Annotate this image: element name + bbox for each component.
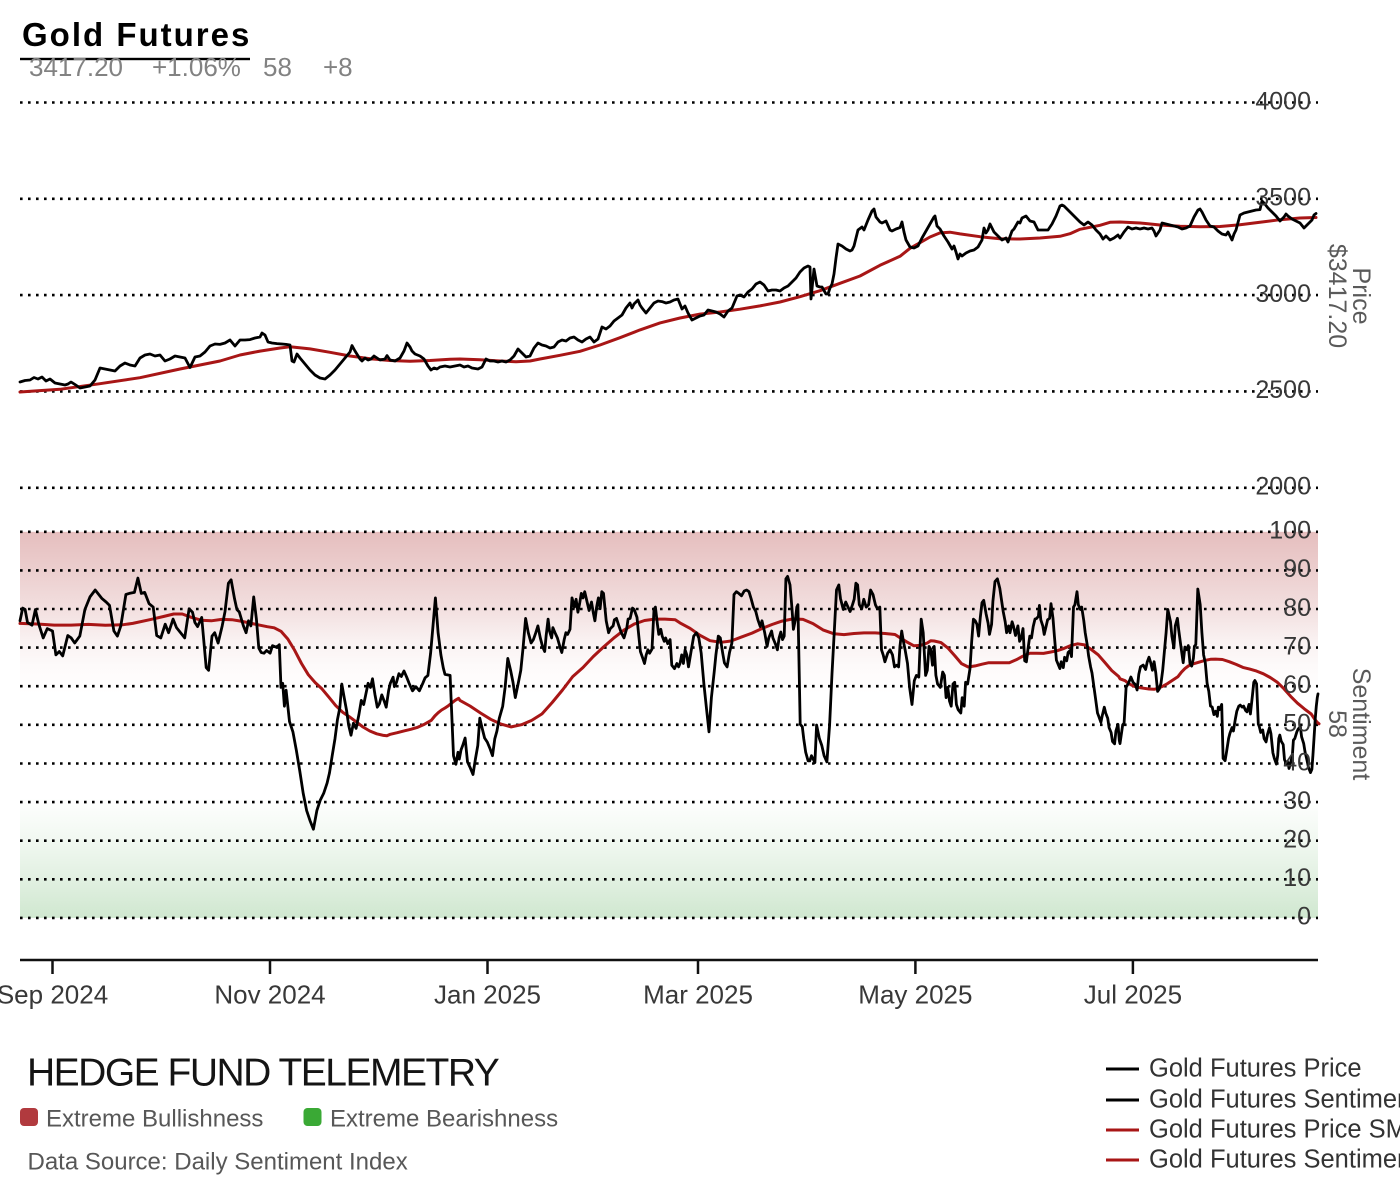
svg-text:Gold Futures Sentiment: Gold Futures Sentiment — [1149, 1085, 1400, 1113]
svg-text:0: 0 — [1297, 903, 1311, 931]
svg-text:+8: +8 — [323, 52, 353, 82]
svg-text:2500: 2500 — [1255, 376, 1311, 404]
svg-text:70: 70 — [1283, 632, 1311, 660]
svg-text:HEDGE FUND TELEMETRY: HEDGE FUND TELEMETRY — [27, 1052, 500, 1095]
svg-text:+1.06%: +1.06% — [152, 52, 241, 82]
svg-text:10: 10 — [1283, 864, 1311, 892]
svg-text:Gold Futures Price SMA: Gold Futures Price SMA — [1149, 1115, 1400, 1143]
svg-text:Data Source: Daily Sentiment I: Data Source: Daily Sentiment Index — [28, 1149, 408, 1176]
svg-text:Mar 2025: Mar 2025 — [643, 980, 753, 1010]
svg-text:Extreme Bullishness: Extreme Bullishness — [46, 1106, 263, 1133]
svg-text:Price: Price — [1347, 268, 1375, 325]
svg-text:2000: 2000 — [1255, 473, 1311, 501]
svg-text:Jul 2025: Jul 2025 — [1084, 980, 1182, 1010]
svg-text:58: 58 — [263, 52, 292, 82]
svg-text:3500: 3500 — [1255, 184, 1311, 212]
svg-text:58: 58 — [1323, 710, 1351, 738]
svg-text:20: 20 — [1283, 826, 1311, 854]
svg-text:30: 30 — [1283, 787, 1311, 815]
svg-text:Sentiment: Sentiment — [1347, 668, 1375, 781]
svg-text:Gold Futures Price: Gold Futures Price — [1149, 1054, 1362, 1082]
svg-text:Extreme Bearishness: Extreme Bearishness — [330, 1106, 558, 1133]
svg-text:3417.20: 3417.20 — [29, 52, 123, 82]
svg-text:Gold Futures Sentiment SMA: Gold Futures Sentiment SMA — [1149, 1145, 1400, 1173]
svg-text:May 2025: May 2025 — [858, 980, 972, 1010]
svg-text:Gold Futures: Gold Futures — [22, 16, 251, 53]
svg-text:Nov 2024: Nov 2024 — [214, 980, 325, 1010]
svg-text:40: 40 — [1283, 748, 1311, 776]
svg-text:Sep 2024: Sep 2024 — [0, 980, 108, 1010]
svg-text:100: 100 — [1269, 517, 1311, 545]
svg-text:50: 50 — [1283, 710, 1311, 738]
svg-text:$3417.20: $3417.20 — [1323, 244, 1351, 348]
svg-text:90: 90 — [1283, 555, 1311, 583]
svg-text:3000: 3000 — [1255, 280, 1311, 308]
svg-text:60: 60 — [1283, 671, 1311, 699]
svg-text:80: 80 — [1283, 594, 1311, 622]
svg-text:Jan 2025: Jan 2025 — [434, 980, 541, 1010]
svg-text:4000: 4000 — [1255, 87, 1311, 115]
